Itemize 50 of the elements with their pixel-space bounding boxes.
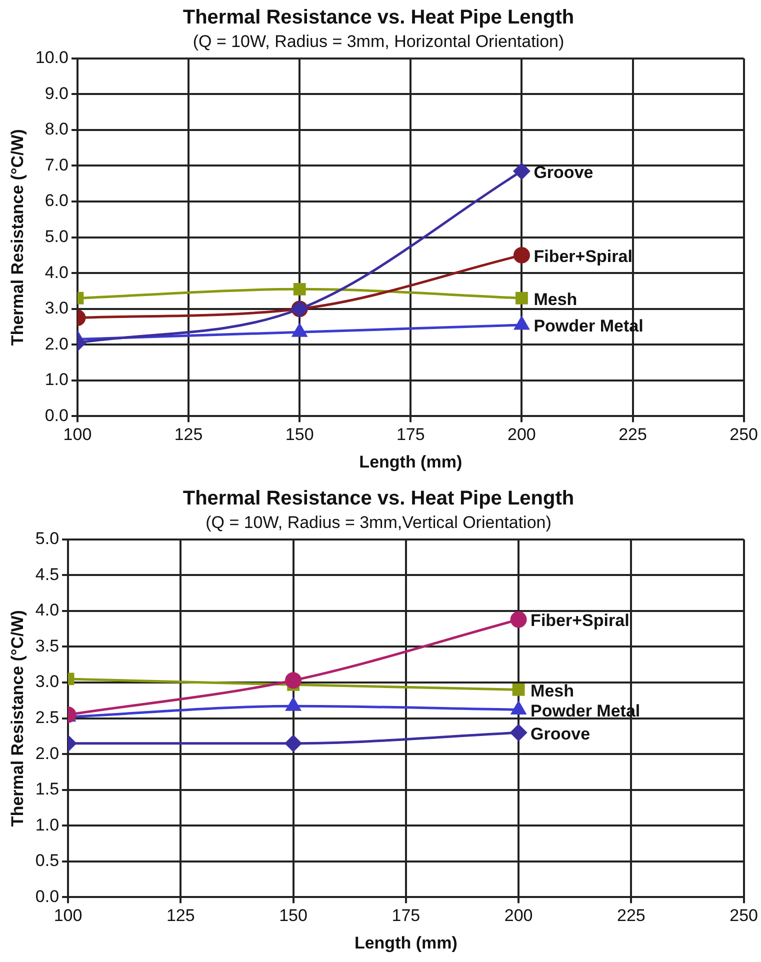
x-tick-label: 200 [504, 906, 533, 926]
y-tick-label: 2.5 [35, 708, 60, 727]
x-tick-label: 250 [730, 906, 758, 926]
x-axis-title: Length (mm) [359, 452, 462, 472]
series-label: Groove [534, 162, 594, 182]
y-tick-label: 5.0 [44, 226, 68, 246]
y-tick-label: 2.0 [44, 334, 68, 354]
y-tick-label: 3.0 [44, 298, 68, 318]
x-tick-label: 175 [392, 906, 420, 926]
series-label: Groove [530, 724, 590, 744]
x-tick-label: 150 [285, 425, 314, 444]
x-tick-label: 150 [279, 906, 308, 926]
y-tick-label: 1.0 [35, 815, 60, 834]
y-tick-label: 4.5 [35, 564, 60, 584]
x-tick-label: 125 [174, 425, 203, 444]
series-label: Mesh [530, 681, 574, 700]
y-tick-label: 6.0 [44, 191, 68, 210]
chart-subtitle: (Q = 10W, Radius = 3mm,Vertical Orientation) [206, 512, 552, 532]
x-tick-label: 250 [730, 425, 758, 444]
y-tick-label: 0.5 [35, 851, 60, 870]
y-tick-label: 1.0 [44, 370, 68, 390]
y-tick-label: 3.5 [35, 636, 60, 656]
y-tick-label: 2.0 [35, 744, 60, 763]
x-tick-label: 125 [166, 906, 195, 926]
y-tick-label: 5.0 [35, 529, 60, 548]
x-tick-label: 100 [54, 906, 82, 926]
y-tick-label: 1.5 [35, 780, 60, 799]
y-tick-label: 4.0 [35, 600, 60, 620]
series-label: Mesh [534, 290, 578, 309]
y-tick-label: 3.0 [35, 672, 60, 692]
y-axis-title: Thermal Resistance (°C/W) [8, 129, 27, 346]
y-tick-label: 9.0 [44, 84, 68, 103]
y-tick-label: 0.0 [44, 406, 68, 425]
y-tick-label: 8.0 [44, 120, 68, 139]
chart-subtitle: (Q = 10W, Radius = 3mm, Horizontal Orientation) [192, 32, 564, 51]
x-tick-label: 175 [396, 425, 425, 444]
series-label: Fiber+Spiral [534, 246, 632, 266]
x-axis-title: Length (mm) [354, 933, 458, 952]
x-tick-label: 100 [63, 425, 92, 444]
y-tick-label: 0.0 [35, 886, 60, 906]
x-tick-label: 225 [617, 906, 646, 926]
x-tick-label: 200 [508, 425, 536, 444]
y-tick-label: 7.0 [44, 155, 68, 174]
x-tick-label: 225 [618, 425, 647, 444]
y-tick-label: 10.0 [35, 48, 68, 68]
series-label: Fiber+Spiral [530, 611, 630, 630]
y-tick-label: 4.0 [44, 262, 68, 282]
chart-title: Thermal Resistance vs. Heat Pipe Length [182, 6, 574, 29]
y-axis-title: Thermal Resistance (°C/W) [8, 610, 27, 827]
chart-title: Thermal Resistance vs. Heat Pipe Length [182, 488, 574, 510]
